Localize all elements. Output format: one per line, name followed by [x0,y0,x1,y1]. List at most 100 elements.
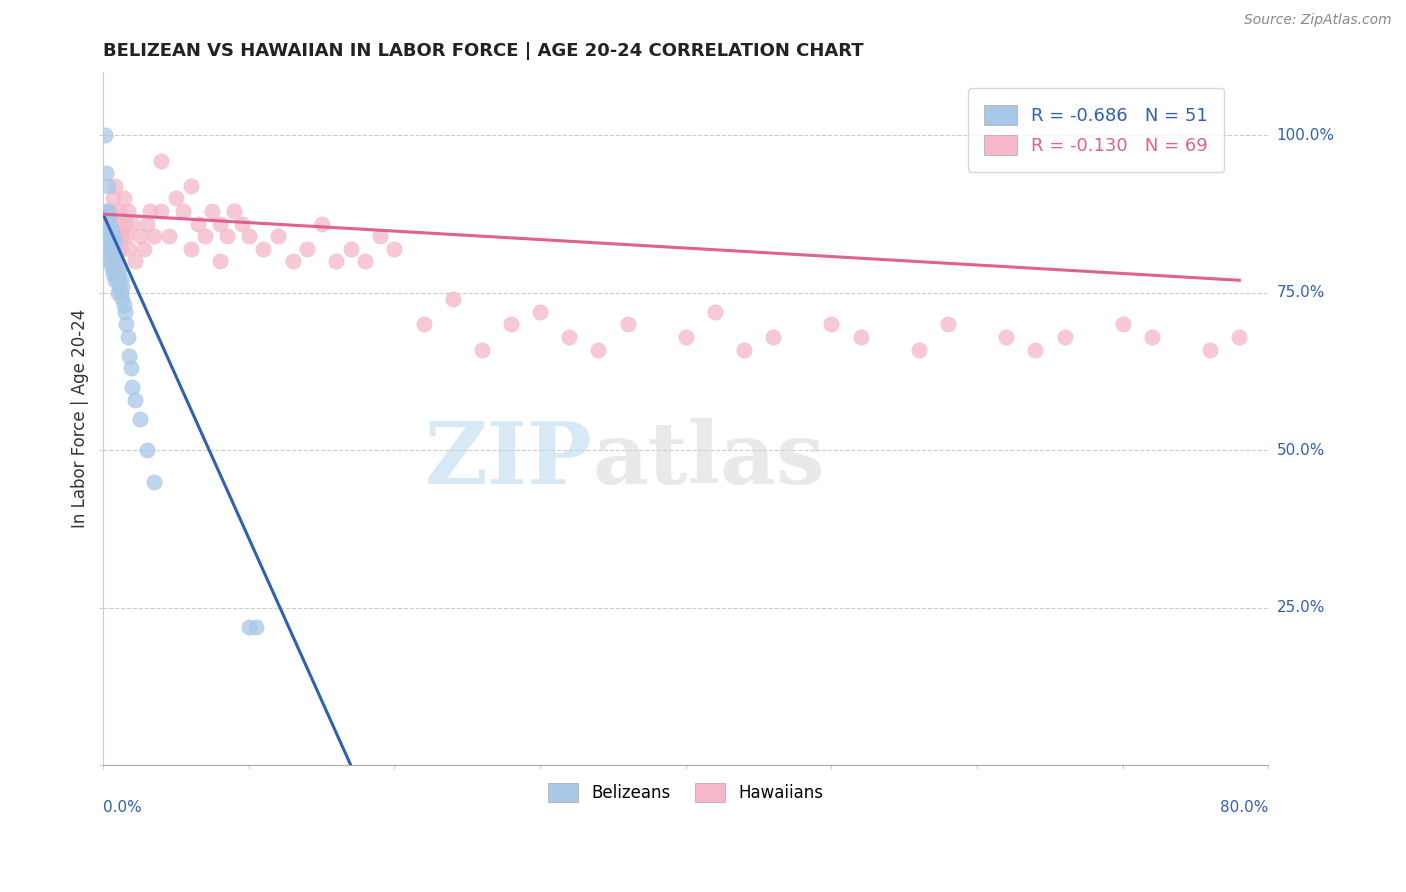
Point [108,267,131,281]
Point [281,254,304,268]
Point [114,217,136,231]
Point [295,242,318,256]
Point [224,204,246,219]
Point [101,248,124,262]
Point [703,305,725,319]
Point [112,191,135,205]
Point [201,204,224,219]
Point [96,223,118,237]
Point [1140,330,1163,344]
Point [105,229,128,244]
Point [107,217,129,231]
Point [762,330,785,344]
Point [101,260,124,275]
Text: 100.0%: 100.0% [1277,128,1334,143]
Point [101,223,124,237]
Point [238,620,260,634]
Point [368,229,391,244]
Point [104,235,127,250]
Point [100,229,122,244]
Point [110,273,132,287]
Point [128,412,150,426]
Point [107,285,129,300]
Point [139,204,162,219]
Point [124,392,146,407]
Point [96,204,118,219]
Text: 75.0%: 75.0% [1277,285,1324,301]
Point [120,361,142,376]
Point [325,254,347,268]
Point [150,153,173,168]
Point [441,292,464,306]
Point [135,217,157,231]
Point [616,318,638,332]
Point [115,318,138,332]
Point [499,318,522,332]
Point [117,204,139,219]
Point [103,191,125,205]
Point [103,254,125,268]
Point [150,204,173,219]
Point [98,229,121,244]
Point [111,229,134,244]
Point [1024,343,1046,357]
Point [908,343,931,357]
Point [114,305,136,319]
Point [104,178,127,193]
Text: 25.0%: 25.0% [1277,600,1324,615]
Point [267,229,290,244]
Point [108,279,131,293]
Point [100,242,122,256]
Point [105,267,128,281]
Point [112,298,135,312]
Point [354,254,377,268]
Point [110,285,132,300]
Point [588,343,610,357]
Point [1199,343,1222,357]
Point [936,318,959,332]
Point [103,229,125,244]
Point [101,235,124,250]
Text: BELIZEAN VS HAWAIIAN IN LABOR FORCE | AGE 20-24 CORRELATION CHART: BELIZEAN VS HAWAIIAN IN LABOR FORCE | AG… [103,42,863,60]
Point [98,211,121,225]
Point [215,229,238,244]
Point [100,204,122,219]
Point [675,330,697,344]
Point [96,178,118,193]
Point [252,242,274,256]
Point [110,242,132,256]
Point [100,254,122,268]
Text: ZIP: ZIP [425,418,592,502]
Point [103,267,125,281]
Y-axis label: In Labor Force | Age 20-24: In Labor Force | Age 20-24 [72,310,89,528]
Point [238,229,260,244]
Point [111,292,134,306]
Point [172,204,194,219]
Point [245,620,267,634]
Legend: Belizeans, Hawaiians: Belizeans, Hawaiians [541,776,831,809]
Point [194,229,217,244]
Point [558,330,581,344]
Point [231,217,253,231]
Point [849,330,872,344]
Point [98,242,121,256]
Point [107,260,129,275]
Point [180,178,202,193]
Point [98,254,121,268]
Point [384,242,406,256]
Point [104,260,127,275]
Point [1227,330,1250,344]
Point [93,204,115,219]
Point [121,380,143,394]
Point [103,242,125,256]
Point [104,248,127,262]
Point [1053,330,1076,344]
Point [118,349,141,363]
Point [105,254,128,268]
Point [121,217,143,231]
Point [100,217,122,231]
Point [132,242,155,256]
Point [108,204,131,219]
Point [311,217,333,231]
Point [529,305,551,319]
